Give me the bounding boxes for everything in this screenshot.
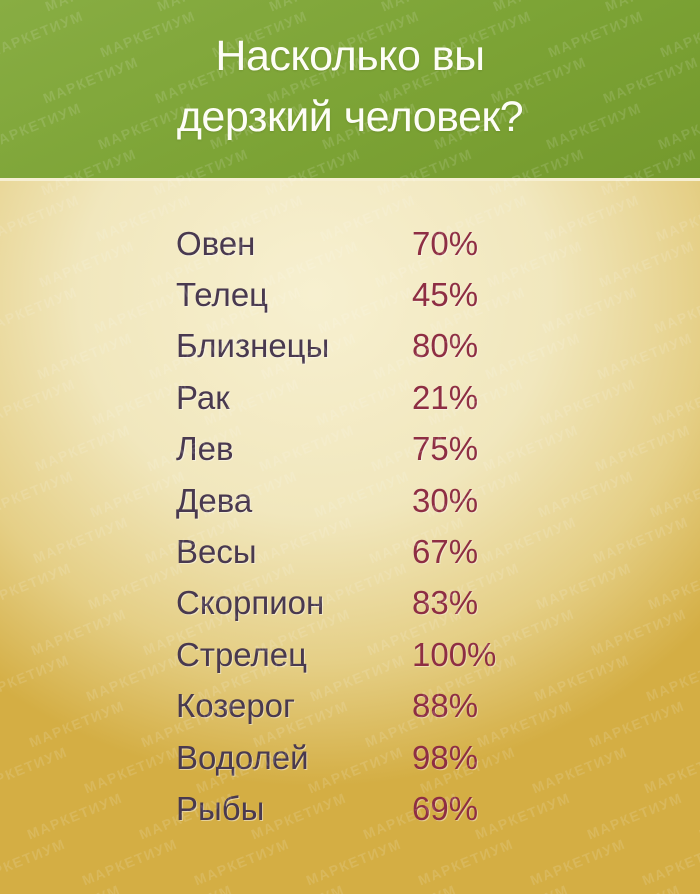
watermark-text: МАРКЕТИУМ xyxy=(36,237,137,291)
zodiac-sign-label: Весы xyxy=(176,533,257,571)
zodiac-sign-label: Телец xyxy=(176,276,269,314)
table-row: Рыбы 69% xyxy=(176,783,700,834)
percent-value: 30% xyxy=(412,481,479,519)
watermark-text: МАРКЕТИУМ xyxy=(23,882,123,894)
watermark-text: МАРКЕТИУМ xyxy=(359,882,459,894)
table-row: Скорпион 83% xyxy=(176,578,700,629)
table-row: Лев 75% xyxy=(176,424,700,475)
table-row: Дева 30% xyxy=(176,475,700,526)
zodiac-percentage-table: Овен 70% Телец 45% Близнецы 80% Рак 21% Лев 75% Де… xyxy=(176,218,700,835)
table-row: Рак 21% xyxy=(176,372,700,423)
watermark-text: МАРКЕТИУМ xyxy=(30,513,131,567)
watermark-text: МАРКЕТИУМ xyxy=(0,467,76,521)
watermark-text: МАРКЕТИУМ xyxy=(83,651,184,705)
watermark-text: МАРКЕТИУМ xyxy=(0,191,82,245)
zodiac-sign-label: Овен xyxy=(176,224,256,262)
percent-value: 83% xyxy=(412,584,479,622)
watermark-text: МАРКЕТИУМ xyxy=(0,651,72,705)
table-row: Стрелец 100% xyxy=(176,629,700,680)
watermark-text: МАРКЕТИУМ xyxy=(0,835,68,889)
watermark-text: МАРКЕТИУМ xyxy=(583,882,683,894)
percent-value: 69% xyxy=(412,789,479,827)
watermark-text: МАРКЕТИУМ xyxy=(34,329,135,383)
header-band: Насколько вы дерзкий человек? xyxy=(0,0,700,181)
watermark-text: МАРКЕТИУМ xyxy=(28,605,129,659)
watermark-text: МАРКЕТИУМ xyxy=(26,697,127,751)
watermark-text: МАРКЕТИУМ xyxy=(0,743,70,797)
watermark-text: МАРКЕТИУМ xyxy=(415,835,516,889)
zodiac-sign-label: Дева xyxy=(176,481,253,519)
table-row: Козерог 88% xyxy=(176,681,700,732)
watermark-text: МАРКЕТИУМ xyxy=(303,835,404,889)
watermark-text: МАРКЕТИУМ xyxy=(0,375,78,429)
watermark-text: МАРКЕТИУМ xyxy=(24,789,125,843)
percent-value: 70% xyxy=(412,224,479,262)
watermark-text: МАРКЕТИУМ xyxy=(87,467,188,521)
zodiac-sign-label: Рак xyxy=(176,378,230,416)
percent-value: 100% xyxy=(412,635,497,673)
zodiac-sign-label: Рыбы xyxy=(176,789,265,827)
watermark-text: МАРКЕТИУМ xyxy=(0,559,74,613)
percent-value: 88% xyxy=(412,687,479,725)
percent-value: 98% xyxy=(412,738,479,776)
page-title-line-1: Насколько вы xyxy=(215,32,485,80)
table-row: Весы 67% xyxy=(176,526,700,577)
percent-value: 45% xyxy=(412,276,479,314)
zodiac-sign-label: Лев xyxy=(176,430,234,468)
percent-value: 80% xyxy=(412,327,479,365)
watermark-text: МАРКЕТИУМ xyxy=(639,835,700,889)
page-title-line-2: дерзкий человек? xyxy=(176,93,524,141)
zodiac-sign-label: Скорпион xyxy=(176,584,325,622)
watermark-text: МАРКЕТИУМ xyxy=(81,743,182,797)
zodiac-sign-label: Козерог xyxy=(176,687,296,725)
watermark-text: МАРКЕТИУМ xyxy=(0,283,80,337)
zodiac-sign-label: Стрелец xyxy=(176,635,308,673)
watermark-text: МАРКЕТИУМ xyxy=(695,882,700,894)
table-row: Близнецы 80% xyxy=(176,321,700,372)
zodiac-sign-label: Близнецы xyxy=(176,327,330,365)
percent-value: 75% xyxy=(412,430,479,468)
watermark-text: МАРКЕТИУМ xyxy=(85,559,186,613)
page-title: Насколько вы дерзкий человек? xyxy=(0,26,700,148)
watermark-text: МАРКЕТИУМ xyxy=(247,882,347,894)
percent-value: 21% xyxy=(412,378,479,416)
table-row: Телец 45% xyxy=(176,269,700,320)
watermark-text: МАРКЕТИУМ xyxy=(135,882,235,894)
table-row: Овен 70% xyxy=(176,218,700,269)
zodiac-sign-label: Водолей xyxy=(176,738,309,776)
watermark-text: МАРКЕТИУМ xyxy=(32,421,133,475)
watermark-text: МАРКЕТИУМ xyxy=(191,835,292,889)
watermark-text: МАРКЕТИУМ xyxy=(471,882,571,894)
watermark-text: МАРКЕТИУМ xyxy=(79,835,180,889)
table-row: Водолей 98% xyxy=(176,732,700,783)
watermark-text: МАРКЕТИУМ xyxy=(527,835,628,889)
watermark-text: МАРКЕТИУМ xyxy=(89,375,190,429)
percent-value: 67% xyxy=(412,533,479,571)
